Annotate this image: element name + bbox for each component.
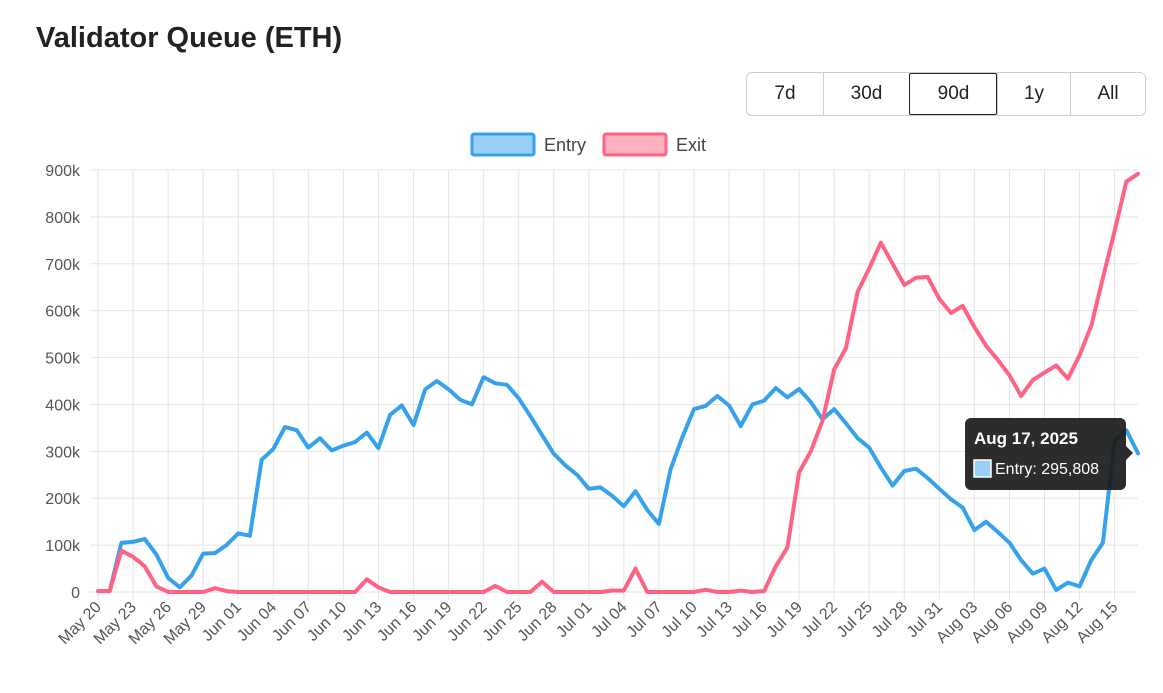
- x-tick-label: Jul 01: [553, 599, 595, 641]
- legend-swatch-entry: [470, 132, 536, 157]
- range-button-all[interactable]: All: [1070, 73, 1145, 115]
- range-button-90d[interactable]: 90d: [909, 73, 997, 115]
- y-tick-label: 200k: [45, 491, 81, 508]
- y-tick-label: 900k: [45, 163, 81, 180]
- y-tick-label: 300k: [45, 444, 81, 461]
- series-lines: [96, 171, 1140, 594]
- y-tick-label: 0: [71, 585, 80, 602]
- range-button-1y[interactable]: 1y: [997, 73, 1070, 115]
- x-tick-label: Jul 25: [834, 599, 876, 641]
- legend-item-exit[interactable]: Exit: [602, 132, 706, 157]
- y-tick-label: 500k: [45, 351, 81, 368]
- tooltip-swatch: [973, 459, 992, 478]
- legend-label-exit: Exit: [676, 135, 706, 155]
- y-axis-ticks: 0 100k 200k 300k 400k 500k 600k 700k 800k 900k: [45, 163, 81, 602]
- x-tick-label: Jul 13: [694, 599, 736, 641]
- y-tick-label: 100k: [45, 538, 81, 555]
- legend: Entry Exit: [470, 132, 706, 157]
- page-title: Validator Queue (ETH): [36, 22, 343, 54]
- range-button-7d[interactable]: 7d: [747, 73, 823, 115]
- x-tick-label: Jul 28: [869, 599, 911, 641]
- time-range-selector: 7d 30d 90d 1y All: [746, 72, 1146, 116]
- legend-item-entry[interactable]: Entry: [470, 132, 586, 157]
- y-tick-label: 600k: [45, 304, 81, 321]
- series-line-entry[interactable]: [96, 375, 1140, 594]
- tooltip-body: Entry: 295,808: [995, 461, 1099, 478]
- x-tick-label: Jul 19: [764, 599, 806, 641]
- y-tick-label: 800k: [45, 210, 81, 227]
- x-tick-label: Jul 07: [624, 599, 666, 641]
- x-tick-label: Jun 28: [515, 599, 561, 645]
- x-tick-label: Jul 22: [799, 599, 841, 641]
- tooltip-background: [965, 418, 1133, 490]
- x-tick-label: Jul 10: [659, 599, 701, 641]
- y-tick-label: 400k: [45, 397, 81, 414]
- tooltip-title: Aug 17, 2025: [974, 429, 1078, 448]
- series-line-exit[interactable]: [96, 171, 1140, 594]
- x-tick-label: Jul 16: [729, 599, 771, 641]
- tooltip: Aug 17, 2025 Entry: 295,808: [965, 418, 1133, 490]
- legend-label-entry: Entry: [544, 135, 586, 155]
- range-button-30d[interactable]: 30d: [823, 73, 909, 115]
- y-tick-label: 700k: [45, 257, 81, 274]
- x-tick-label: Jul 04: [588, 599, 630, 641]
- legend-swatch-exit: [602, 132, 668, 157]
